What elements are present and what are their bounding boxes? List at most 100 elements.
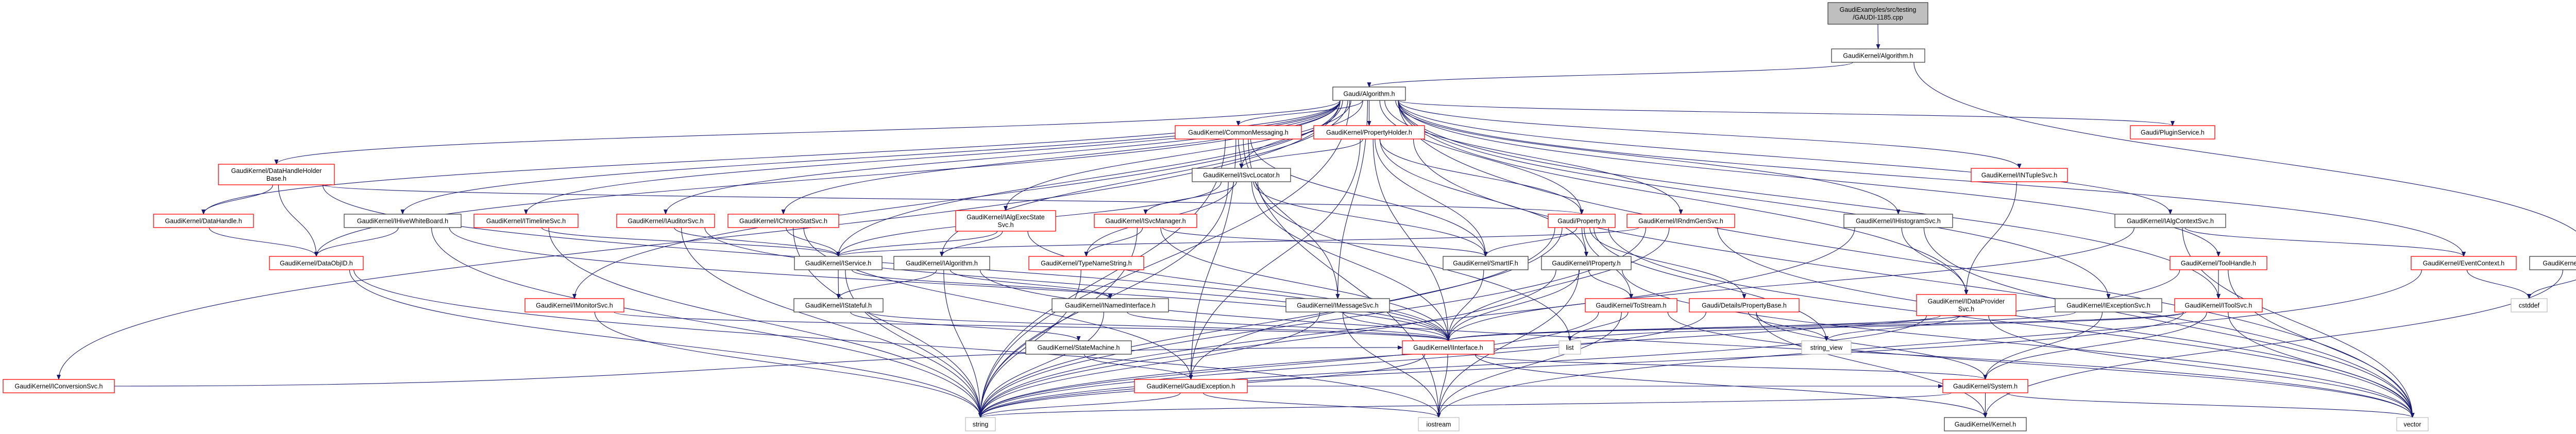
node-iauditor-svc[interactable]: GaudiKernel/IAuditorSvc.h [616, 214, 715, 228]
node-ihive-whiteboard[interactable]: GaudiKernel/IHiveWhiteBoard.h [344, 214, 462, 228]
node-irndm-gen-svc[interactable]: GaudiKernel/IRndmGenSvc.h [1626, 214, 1735, 228]
node-label: GaudiKernel/DataObjID.h [280, 260, 353, 267]
node-box [3, 379, 115, 393]
node-root[interactable]: GaudiExamples/src/testing/GAUDI-1185.cpp [1827, 2, 1928, 25]
node-box [1916, 294, 2016, 316]
node-label: GaudiKernel/ToStream.h [1596, 302, 1667, 309]
node-label: GaudiKernel/IHistogramSvc.h [1856, 218, 1941, 225]
edge-gaudi_algorithm-to-gaudi_property [1379, 100, 1584, 215]
node-label: GaudiKernel/IAlgorithm.h [906, 260, 978, 267]
edge-property_holder-to-smart_if [1375, 138, 1488, 257]
node-state-machine[interactable]: GaudiKernel/StateMachine.h [1025, 340, 1132, 355]
node-label: string_view [1810, 344, 1843, 352]
node-type-name-string[interactable]: GaudiKernel/TypeNameString.h [1028, 256, 1144, 270]
node-box [1175, 125, 1302, 140]
edge-data_handle-to-data_obj_id [209, 227, 318, 257]
node-box [1801, 340, 1852, 355]
edge-gaudi_algorithm-to-intuple_svc [1398, 100, 2022, 169]
node-to-stream[interactable]: GaudiKernel/ToStream.h [1585, 298, 1677, 313]
node-iostream[interactable]: iostream [1418, 417, 1460, 431]
node-box [1944, 417, 2027, 431]
node-label: GaudiKernel/EventContext.h [2423, 260, 2504, 267]
node-common-messaging[interactable]: GaudiKernel/CommonMessaging.h [1175, 125, 1302, 140]
edge-property_base-to-string [978, 311, 1706, 418]
node-ichronostat-svc[interactable]: GaudiKernel/IChronoStatSvc.h [727, 214, 839, 228]
edge-ihistogram_svc-to-idata_provider_svc [1901, 227, 1969, 295]
node-data-handle[interactable]: GaudiKernel/DataHandle.h [153, 214, 254, 228]
node-iconversion-svc[interactable]: GaudiKernel/IConversionSvc.h [3, 379, 115, 393]
node-iproperty[interactable]: GaudiKernel/IProperty.h [1541, 256, 1632, 270]
node-itimeline-svc[interactable]: GaudiKernel/ITimelineSvc.h [473, 214, 579, 228]
node-box [616, 214, 715, 228]
edge-iservice-to-string [845, 269, 982, 418]
node-iservice[interactable]: GaudiKernel/IService.h [794, 256, 883, 270]
node-isvc-manager[interactable]: GaudiKernel/ISvcManager.h [1094, 214, 1197, 228]
node-box [2170, 256, 2267, 270]
nodes-layer: GaudiExamples/src/testing/GAUDI-1185.cpp… [3, 2, 2576, 431]
node-box [473, 214, 579, 228]
node-gaudi-property[interactable]: Gaudi/Property.h [1548, 214, 1616, 228]
node-plugin-service[interactable]: Gaudi/PluginService.h [2130, 125, 2215, 140]
edge-isvc_manager-to-iinterface [1160, 227, 1450, 341]
node-isvc-locator[interactable]: GaudiKernel/ISvcLocator.h [1192, 168, 1291, 182]
node-iexception-svc[interactable]: GaudiKernel/IExceptionSvc.h [2055, 298, 2162, 313]
node-gk-algorithm[interactable]: GaudiKernel/Algorithm.h [1831, 48, 1925, 63]
edge-property_base-to-string_view [1748, 311, 1828, 341]
node-vector[interactable]: vector [2396, 417, 2429, 431]
edge-gaudi_algorithm-to-irndm_gen_svc [1384, 100, 1683, 215]
node-smart-if[interactable]: GaudiKernel/SmartIF.h [1443, 256, 1529, 270]
node-event-context[interactable]: GaudiKernel/EventContext.h [2411, 256, 2517, 270]
node-kernel[interactable]: GaudiKernel/Kernel.h [1944, 417, 2027, 431]
edge-ialg_context_svc-to-event_context [2184, 227, 2466, 257]
node-gaudi-exception[interactable]: GaudiKernel/GaudiException.h [1134, 379, 1248, 393]
node-label: Base.h [266, 175, 286, 182]
edge-irndm_gen_svc-to-iinterface [1446, 227, 1670, 341]
node-ialg-context-svc[interactable]: GaudiKernel/IAlgContextSvc.h [2114, 214, 2226, 228]
edge-iproperty-to-iinterface [1446, 269, 1580, 341]
edge-property_base-to-kernel [1756, 311, 1988, 418]
edge-iproperty-to-iostream [1436, 269, 1580, 418]
node-label: iostream [1427, 421, 1451, 428]
edge-itimeline_svc-to-iservice [541, 227, 840, 257]
node-box [965, 417, 996, 431]
edge-property_holder-to-gaudi_exception [1189, 138, 1361, 380]
node-gaudi-algorithm[interactable]: Gaudi/Algorithm.h [1332, 86, 1406, 101]
node-label: GaudiKernel/IMonitorSvc.h [536, 302, 613, 309]
node-property-holder[interactable]: GaudiKernel/PropertyHolder.h [1313, 125, 1425, 140]
node-string-view[interactable]: string_view [1801, 340, 1852, 355]
node-box [1285, 298, 1390, 313]
node-intuple-svc[interactable]: GaudiKernel/INTupleSvc.h [1971, 168, 2068, 182]
node-thread-local-context[interactable]: GaudiKernel/ThreadLocalContext.h [2529, 256, 2576, 270]
edge-gaudi_property-to-smart_if [1483, 227, 1578, 257]
node-label: GaudiKernel/IChronoStatSvc.h [739, 218, 827, 225]
node-ialgorithm[interactable]: GaudiKernel/IAlgorithm.h [893, 256, 990, 270]
edge-intuple_svc-to-idata_provider_svc [1964, 181, 2017, 295]
node-list[interactable]: list [1558, 340, 1581, 355]
node-box [1052, 298, 1169, 313]
node-tool-handle[interactable]: GaudiKernel/ToolHandle.h [2170, 256, 2267, 270]
edge-ialgorithm-to-vector [979, 269, 2415, 418]
edge-gaudi_algorithm-to-iexception_svc [1398, 100, 2111, 299]
edge-thread_local_context-to-cstddef [2527, 280, 2576, 299]
node-iinterface[interactable]: GaudiKernel/IInterface.h [1402, 340, 1495, 355]
node-property-base[interactable]: Gaudi/Details/PropertyBase.h [1689, 298, 1800, 313]
node-ihistogram-svc[interactable]: GaudiKernel/IHistogramSvc.h [1843, 214, 1953, 228]
node-cstddef[interactable]: cstddef [2511, 298, 2548, 313]
node-string[interactable]: string [965, 417, 996, 431]
node-data-obj-id[interactable]: GaudiKernel/DataObjID.h [269, 256, 364, 270]
edge-to_stream-to-string [978, 311, 1599, 418]
node-imonitor-svc[interactable]: GaudiKernel/IMonitorSvc.h [524, 298, 624, 313]
edge-ialg_exec_state_svc-to-iinterface [1027, 231, 1450, 341]
node-system[interactable]: GaudiKernel/System.h [1942, 379, 2028, 393]
node-imessage-svc[interactable]: GaudiKernel/IMessageSvc.h [1285, 298, 1390, 313]
edge-itool_svc-to-system [1983, 311, 2207, 380]
node-box [1548, 214, 1616, 228]
node-inamed-interface[interactable]: GaudiKernel/INamedInterface.h [1052, 298, 1169, 313]
node-istateful[interactable]: GaudiKernel/IStateful.h [793, 298, 884, 313]
edge-iproperty-to-string [978, 269, 1556, 418]
node-itool-svc[interactable]: GaudiKernel/IToolSvc.h [2174, 298, 2263, 313]
node-label: GaudiKernel/DataHandleHolder [231, 167, 322, 175]
